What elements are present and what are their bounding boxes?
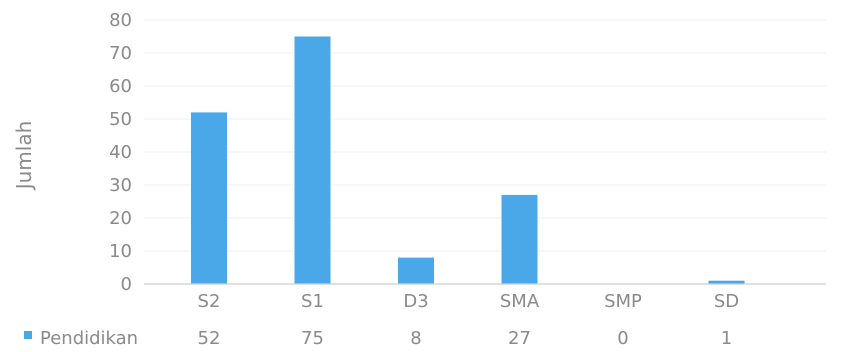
x-tick-label-d3: D3	[403, 291, 428, 312]
table-value-s1: 75	[301, 328, 324, 349]
table-value-sd: 1	[721, 328, 732, 349]
grid-layer	[144, 19, 826, 285]
x-tick-label-s1: S1	[301, 291, 324, 312]
y-axis-title: Jumlah	[12, 121, 36, 192]
bar-sd	[708, 280, 745, 284]
legend-swatch-pendidikan	[24, 331, 32, 339]
x-tick-label-sd: SD	[714, 291, 739, 312]
bar-s1	[294, 36, 331, 284]
x-tick-label-s2: S2	[198, 291, 221, 312]
y-tick-label-70: 70	[109, 43, 132, 64]
data-table: 52 75 8 27 0 1 Pendidikan	[24, 328, 732, 349]
table-value-d3: 8	[410, 328, 421, 349]
bar-d3	[398, 257, 434, 284]
table-value-sma: 27	[508, 328, 531, 349]
y-tick-label-10: 10	[109, 241, 132, 262]
x-tick-label-smp: SMP	[604, 291, 642, 312]
labels-layer: 0 10 20 30 40 50 60 70 80 Jumlah S2 S1 D3 SMA SMP SD	[12, 10, 739, 312]
x-tick-label-sma: SMA	[500, 291, 540, 312]
y-tick-label-80: 80	[109, 10, 132, 31]
bars-layer	[191, 36, 745, 285]
y-tick-label-20: 20	[109, 208, 132, 229]
table-value-s2: 52	[198, 328, 221, 349]
y-tick-label-0: 0	[121, 274, 132, 295]
y-tick-label-40: 40	[109, 142, 132, 163]
bar-s2	[191, 112, 227, 285]
legend-label-pendidikan: Pendidikan	[40, 328, 138, 349]
y-tick-label-60: 60	[109, 76, 132, 97]
bar-sma	[501, 194, 538, 284]
table-value-smp: 0	[617, 328, 628, 349]
y-tick-label-50: 50	[109, 109, 132, 130]
y-tick-label-30: 30	[109, 175, 132, 196]
